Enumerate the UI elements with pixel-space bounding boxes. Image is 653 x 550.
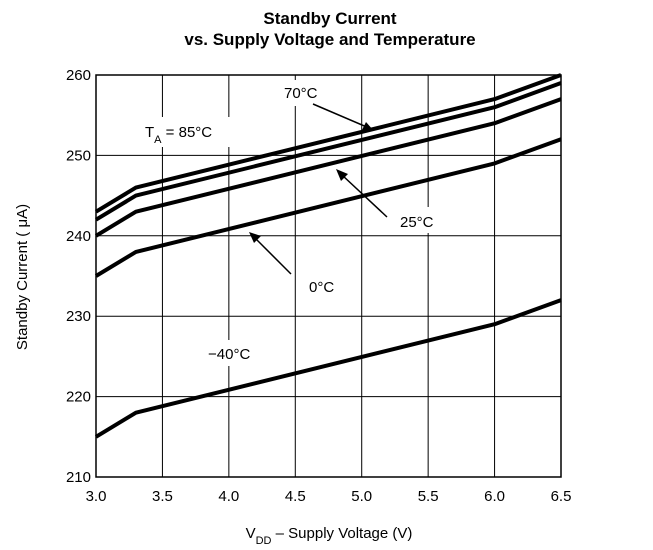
x-axis-label-main: V <box>246 525 256 542</box>
series-line-1 <box>94 81 562 222</box>
label-bg-0 <box>298 272 352 298</box>
x-tick-label: 4.5 <box>285 488 306 505</box>
annotation-85c-sub: A <box>154 134 162 146</box>
label-bg-minus40 <box>207 340 269 366</box>
annotation-0c: 0°C <box>309 279 334 296</box>
arrowhead-0c <box>249 232 261 243</box>
arrow-0c <box>254 237 292 275</box>
arrow-70c <box>312 103 370 129</box>
plot-frame <box>95 74 562 478</box>
y-tick-label: 240 <box>66 228 91 245</box>
tick-labels: 3.0 3.5 4.0 4.5 5.0 5.5 6.0 6.5 210 220 230 240 250 2… <box>66 67 571 505</box>
chart-title-line1: Standby Current <box>263 9 397 28</box>
annotation-85c-rest: = 85°C <box>162 124 213 141</box>
arrowhead-70c <box>362 122 374 131</box>
x-tick-label: 6.0 <box>484 488 505 505</box>
annotation-85c-main: T <box>145 124 154 141</box>
x-tick-label: 5.5 <box>418 488 439 505</box>
annotation-85c: TA = 85°C <box>145 124 212 146</box>
arrow-25c <box>341 174 388 218</box>
y-tick-label: 210 <box>66 469 91 486</box>
series-line-0 <box>94 73 562 214</box>
series-line-3 <box>94 137 562 278</box>
annotation-minus40c: −40°C <box>208 346 250 363</box>
x-axis-label-sub: DD <box>256 535 272 547</box>
x-axis-label-rest: – Supply Voltage (V) <box>271 525 412 542</box>
y-tick-label: 250 <box>66 147 91 164</box>
label-bg-85 <box>133 117 245 147</box>
series-line-4 <box>94 298 562 439</box>
y-tick-label: 230 <box>66 308 91 325</box>
arrowhead-25c <box>336 169 348 181</box>
annotation-25c: 25°C <box>400 214 434 231</box>
chart-title-line2: vs. Supply Voltage and Temperature <box>184 30 475 49</box>
series-lines <box>94 73 562 439</box>
label-bg-70 <box>275 80 339 106</box>
x-axis-label: VDD – Supply Voltage (V) <box>246 525 413 547</box>
y-tick-label: 260 <box>66 67 91 84</box>
y-axis-label: Standby Current ( μA) <box>14 204 31 350</box>
series-line-2 <box>94 97 562 238</box>
x-tick-label: 4.0 <box>218 488 239 505</box>
x-tick-label: 3.0 <box>86 488 107 505</box>
x-tick-label: 5.0 <box>351 488 372 505</box>
label-bg-25 <box>388 207 458 233</box>
annotation-70c: 70°C <box>284 85 318 102</box>
x-tick-label: 3.5 <box>152 488 173 505</box>
y-tick-label: 220 <box>66 389 91 406</box>
x-tick-label: 6.5 <box>551 488 572 505</box>
